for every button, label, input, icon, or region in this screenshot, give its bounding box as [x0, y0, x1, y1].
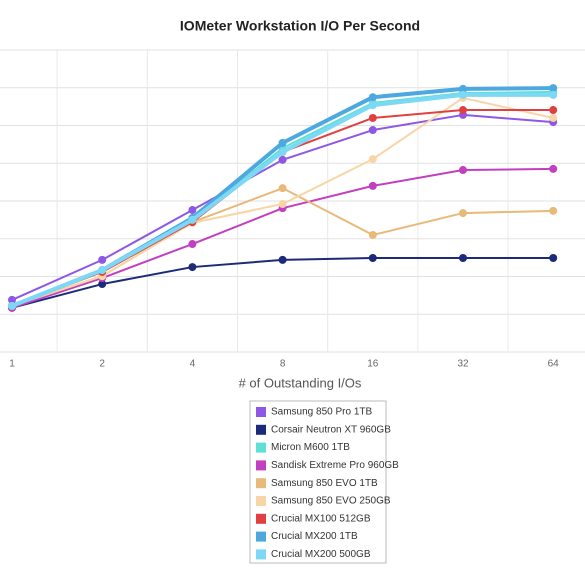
legend-swatch [256, 424, 266, 435]
legend-label: Samsung 850 EVO 1TB [271, 478, 378, 489]
data-point [8, 295, 16, 304]
legend-swatch [256, 407, 266, 417]
data-point [278, 200, 287, 209]
x-tick-label: 32 [457, 359, 469, 370]
data-point [459, 254, 467, 263]
data-point [549, 84, 558, 93]
data-point [188, 215, 197, 224]
data-point [368, 254, 377, 263]
data-point [98, 280, 107, 289]
x-tick-label: 1 [9, 359, 15, 370]
legend-swatch [256, 442, 266, 453]
data-point [549, 254, 558, 263]
legend-swatch [256, 531, 266, 542]
data-point [368, 101, 377, 110]
data-point [459, 106, 467, 115]
data-point [549, 113, 558, 122]
data-point [278, 255, 287, 264]
data-point [278, 155, 287, 164]
data-point [368, 155, 377, 164]
legend-label: Crucial MX200 500GB [271, 549, 371, 560]
data-point [188, 263, 197, 272]
legend-label: Corsair Neutron XT 960GB [271, 424, 391, 435]
data-point [368, 126, 377, 135]
data-point [98, 266, 107, 275]
data-point [549, 106, 558, 115]
legend [249, 400, 387, 564]
data-point [459, 209, 467, 218]
legend-swatch [256, 549, 266, 560]
data-point [278, 184, 287, 193]
data-point [459, 84, 467, 93]
data-point [549, 164, 558, 173]
legend-swatch [256, 460, 266, 471]
legend-label: Samsung 850 Pro 1TB [271, 407, 372, 418]
data-point [278, 138, 287, 147]
data-point [368, 181, 377, 190]
data-point [459, 166, 467, 175]
data-point [459, 90, 467, 99]
data-point [368, 230, 377, 239]
data-point [368, 113, 377, 122]
legend-label: Sandisk Extreme Pro 960GB [271, 460, 399, 471]
data-point [549, 206, 558, 215]
data-point [549, 90, 558, 99]
data-point [98, 255, 107, 264]
legend-label: Micron M600 1TB [271, 442, 350, 453]
legend-label: Crucial MX100 512GB [271, 513, 371, 524]
x-tick-label: 8 [280, 359, 286, 370]
data-point [188, 240, 197, 249]
legend-swatch [256, 478, 266, 489]
x-axis-label: # of Outstanding I/Os [239, 375, 362, 390]
x-tick-label: 16 [367, 359, 379, 370]
x-tick-label: 4 [190, 359, 196, 370]
data-point [368, 93, 377, 102]
legend-swatch [256, 496, 266, 506]
data-point [188, 206, 197, 215]
chart-title: IOMeter Workstation I/O Per Second [180, 18, 420, 34]
legend-swatch [256, 513, 266, 524]
x-tick-label: 2 [99, 359, 105, 370]
data-point [278, 147, 287, 156]
x-tick-label: 64 [548, 359, 560, 370]
data-point [8, 301, 16, 310]
legend-label: Samsung 850 EVO 250GB [271, 496, 391, 507]
legend-label: Crucial MX200 1TB [271, 531, 358, 542]
